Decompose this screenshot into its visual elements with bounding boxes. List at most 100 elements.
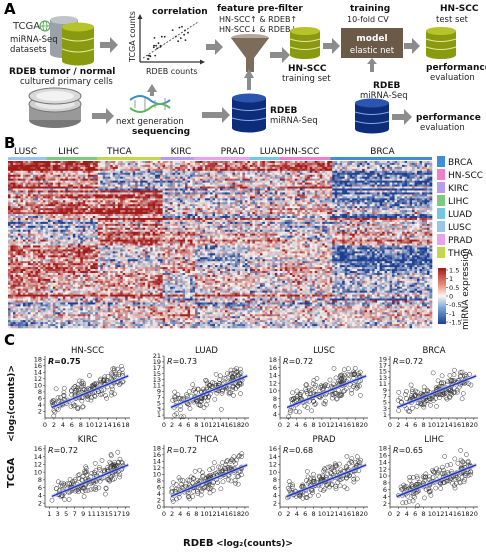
heatmap-cell <box>80 217 84 221</box>
heatmap-cell <box>87 225 91 229</box>
heatmap-cell <box>145 202 148 205</box>
heatmap-cell <box>112 162 116 166</box>
heatmap-cell <box>107 286 111 289</box>
heatmap-cell <box>62 204 66 207</box>
heatmap-cell <box>142 170 146 174</box>
heatmap-cell <box>130 184 133 187</box>
heatmap-cell <box>105 166 109 170</box>
heatmap-cell <box>72 271 76 274</box>
heatmap-cell <box>30 294 34 297</box>
heatmap-cell <box>77 316 81 319</box>
heatmap-cell <box>125 180 129 183</box>
heatmap-cell <box>67 271 71 274</box>
heatmap-cell <box>67 314 71 317</box>
correlation-point <box>154 54 157 57</box>
heatmap-cell <box>37 274 41 278</box>
heatmap-cell <box>10 241 14 244</box>
heatmap-cell <box>17 316 21 319</box>
heatmap-cell <box>35 194 39 197</box>
heatmap-cell <box>100 204 104 207</box>
heatmap-cell <box>45 210 49 213</box>
heatmap-cell <box>72 200 76 203</box>
heatmap-cell <box>107 196 111 199</box>
heatmap-cell <box>125 190 129 193</box>
heatmap-cell <box>67 253 71 256</box>
heatmap-cell <box>122 245 126 248</box>
heatmap-cell <box>92 306 96 309</box>
heatmap-cell <box>82 212 86 215</box>
heatmap-cell <box>90 225 94 229</box>
heatmap-cell <box>47 170 51 174</box>
heatmap-cell <box>70 239 74 242</box>
heatmap-cell <box>57 170 61 174</box>
heatmap-cell <box>20 229 24 233</box>
heatmap-cell <box>85 296 89 299</box>
heatmap-cell <box>20 261 24 264</box>
heatmap-cell <box>47 251 51 254</box>
heatmap-cell <box>27 233 31 236</box>
heatmap-cell <box>75 198 79 201</box>
heatmap-cell <box>27 290 31 293</box>
heatmap-cell <box>50 178 54 181</box>
heatmap-cell <box>112 170 116 174</box>
heatmap-cell <box>102 196 106 199</box>
heatmap-cell <box>45 276 49 280</box>
heatmap-cell <box>125 308 129 311</box>
rdeb-mirna-sub: miRNA-Seq <box>360 91 408 101</box>
heatmap-cell <box>50 322 54 325</box>
heatmap-cell <box>8 182 11 185</box>
heatmap-cell <box>80 310 84 313</box>
heatmap-cell <box>37 204 41 207</box>
heatmap-cell <box>17 202 21 205</box>
heatmap-cell <box>97 235 101 238</box>
heatmap-cell <box>87 174 91 178</box>
heatmap-cell <box>117 190 121 193</box>
heatmap-cell <box>115 214 119 217</box>
heatmap-cell <box>20 257 24 260</box>
heatmap-cell <box>142 168 146 172</box>
heatmap-cell <box>135 221 138 225</box>
heatmap-cell <box>25 326 29 329</box>
heatmap-cell <box>72 178 76 181</box>
heatmap-cell <box>140 290 143 293</box>
heatmap-cell <box>115 316 119 319</box>
heatmap-cell <box>120 237 124 240</box>
heatmap-cell <box>142 257 146 260</box>
heatmap-cell <box>117 178 121 181</box>
heatmap-cell <box>50 219 54 223</box>
heatmap-cell <box>57 164 61 168</box>
heatmap-cell <box>50 324 54 327</box>
heatmap-cell <box>42 225 46 229</box>
heatmap-cell <box>40 284 44 288</box>
heatmap-group-segment <box>194 157 250 160</box>
heatmap-cell <box>105 221 109 225</box>
heatmap-cell <box>22 231 26 234</box>
heatmap-cell <box>112 217 116 221</box>
heatmap-cell <box>100 166 104 170</box>
heatmap-cell <box>135 324 138 327</box>
heatmap-cell <box>92 166 96 170</box>
heatmap-cell <box>47 310 51 313</box>
heatmap-cell <box>100 324 104 327</box>
heatmap-cell <box>127 200 131 203</box>
heatmap-cell <box>112 288 116 291</box>
heatmap-cell <box>95 231 99 234</box>
heatmap-cell <box>55 300 59 303</box>
heatmap-cell <box>12 302 16 305</box>
heatmap-cell <box>122 290 126 293</box>
heatmap-cell <box>62 168 66 172</box>
heatmap-cell <box>25 320 29 323</box>
heatmap-cell <box>80 219 84 223</box>
heatmap-cell <box>42 269 46 272</box>
heatmap-cell <box>15 227 19 231</box>
heatmap-cell <box>17 194 21 197</box>
heatmap-cell <box>45 174 49 178</box>
heatmap-cell <box>150 231 153 234</box>
heatmap-cell <box>97 196 101 199</box>
heatmap-cell <box>32 162 36 166</box>
heatmap-cell <box>35 184 39 187</box>
heatmap-cell <box>70 263 74 266</box>
heatmap-cell <box>132 259 136 262</box>
heatmap-cell <box>102 272 106 276</box>
heatmap-cell <box>142 261 146 264</box>
